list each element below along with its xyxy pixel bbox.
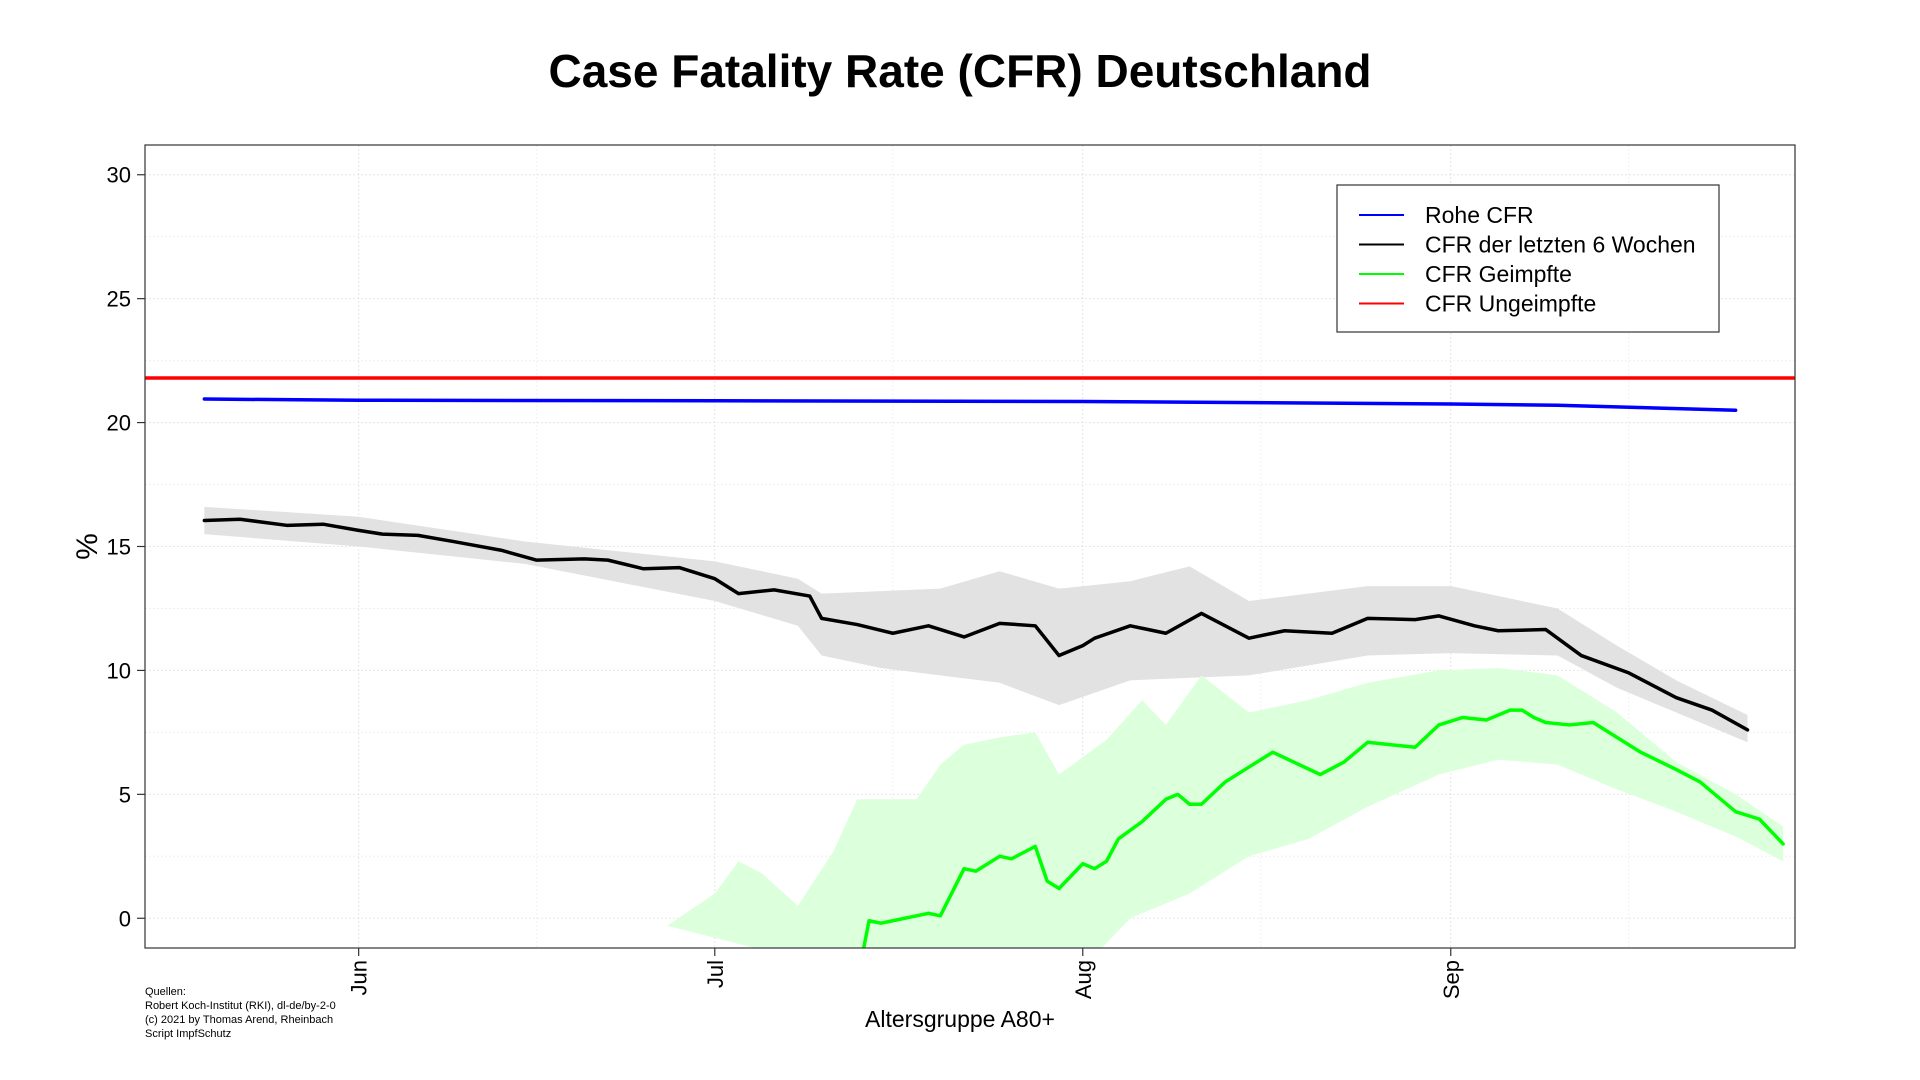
sources-line: (c) 2021 by Thomas Arend, Rheinbach — [145, 1014, 334, 1026]
y-tick-label: 10 — [107, 658, 131, 683]
x-axis-label: Altersgruppe A80+ — [865, 1006, 1055, 1032]
legend-label: CFR der letzten 6 Wochen — [1425, 232, 1696, 258]
x-tick-label: Aug — [1071, 960, 1096, 999]
axes: 0 5 10 15 20 25 30 Jun Jul Aug Sep% — [71, 144, 1796, 999]
series-line — [861, 708, 1785, 948]
sources-note: Quellen: Robert Koch-Institut (RKI), dl-… — [145, 985, 336, 1041]
series-lines — [145, 376, 1795, 948]
legend-label: CFR Geimpfte — [1425, 261, 1572, 287]
x-tick-label: Jun — [347, 960, 372, 995]
x-tick-label: Jul — [703, 960, 728, 988]
x-tick-label: Sep — [1439, 960, 1464, 999]
sources-line: Script ImpfSchutz — [145, 1028, 232, 1040]
series-line — [202, 517, 1750, 732]
series-line — [202, 397, 1738, 412]
chart-title: Case Fatality Rate (CFR) Deutschland — [548, 45, 1372, 97]
y-tick-label: 5 — [119, 782, 131, 807]
y-tick-label: 0 — [119, 906, 131, 931]
legend: Rohe CFR CFR der letzten 6 Wochen CFR Geim… — [1336, 184, 1720, 333]
confidence-band — [204, 506, 1748, 743]
sources-line: Quellen: — [145, 986, 186, 998]
y-tick-label: 25 — [107, 287, 131, 312]
y-axis-label: % — [71, 533, 104, 560]
legend-label: CFR Ungeimpfte — [1425, 291, 1596, 317]
legend-label: Rohe CFR — [1425, 202, 1534, 228]
sources-line: Robert Koch-Institut (RKI), dl-de/by-2-0 — [145, 1000, 336, 1012]
y-tick-label: 15 — [107, 535, 131, 560]
y-tick-label: 30 — [107, 163, 131, 188]
confidence-bands — [204, 506, 1784, 948]
y-tick-label: 20 — [107, 411, 131, 436]
legend-box — [1336, 184, 1720, 333]
confidence-band — [667, 667, 1784, 948]
